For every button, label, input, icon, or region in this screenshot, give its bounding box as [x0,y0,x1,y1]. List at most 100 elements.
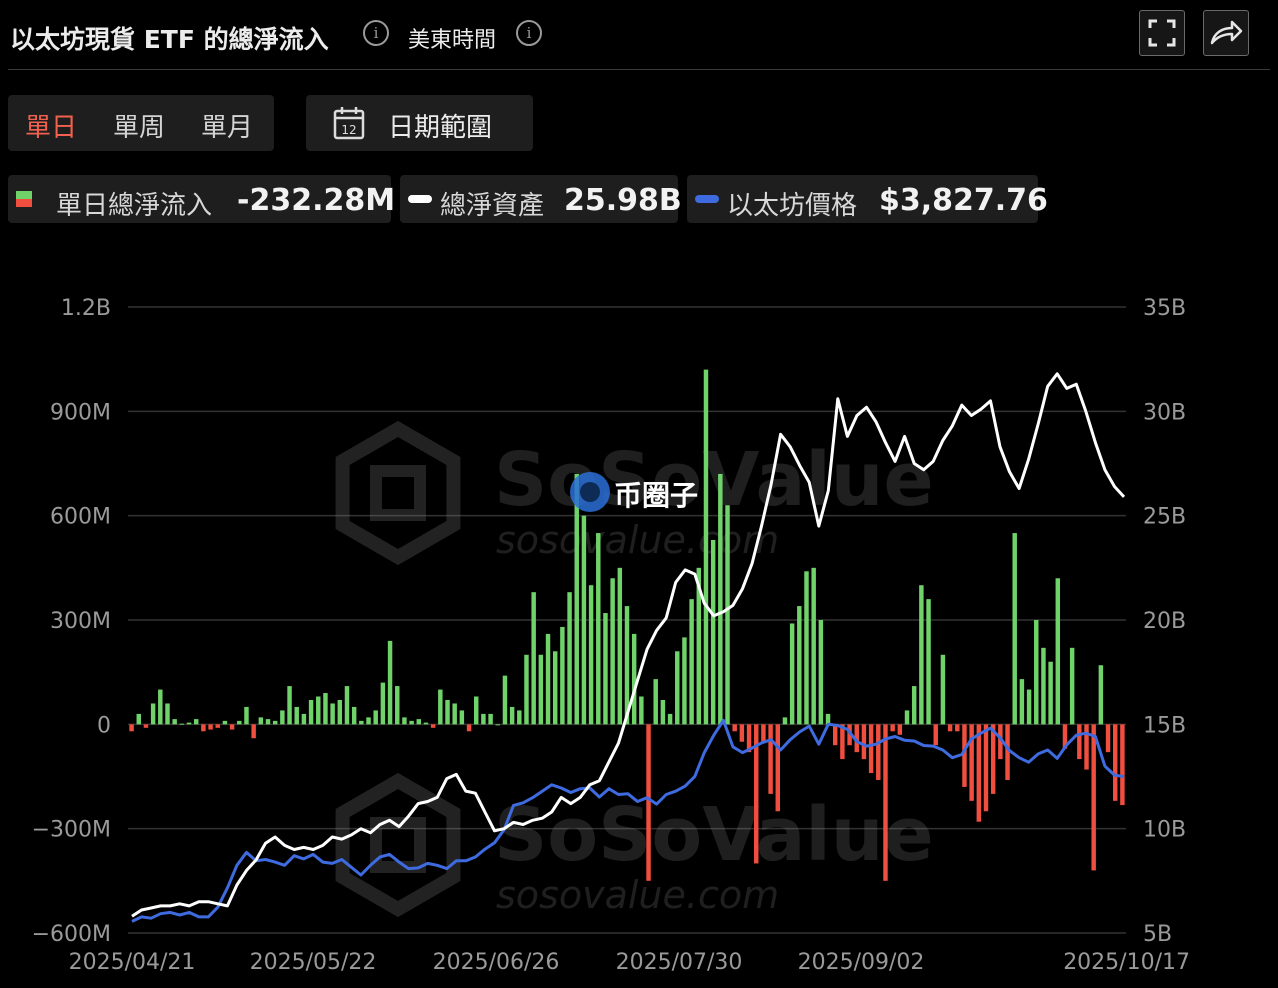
bar-swatch-icon [16,191,32,207]
inflow-bar [832,724,838,746]
inflow-bar [761,724,766,742]
inflow-bar [696,567,702,725]
inflow-bar [660,699,666,725]
inflow-bar [409,720,414,725]
inflow-bar [272,720,278,725]
inflow-bar [868,724,874,774]
inflow-bar [359,720,364,725]
inflow-bar [710,540,716,725]
inflow-bar [804,571,809,725]
fullscreen-icon [1148,19,1176,47]
legend-eth-price[interactable]: 以太坊價格 $3,827.76 [687,175,1048,223]
inflow-bar [617,567,623,725]
inflow-bar [323,693,328,725]
inflow-bar [366,717,371,725]
inflow-bar [208,724,213,730]
y-tick-label-right: 25B [1143,505,1186,530]
inflow-bar [639,696,644,725]
inflow-bar [416,719,422,725]
inflow-bar [517,710,522,725]
info-icon[interactable]: i [363,20,389,46]
inflow-bar [789,623,795,725]
date-range-button[interactable]: 12 日期範圍 [306,95,533,151]
inflow-bar [351,706,357,725]
watermark-url: sosovalue.com [496,873,779,917]
period-option-monthly[interactable]: 單月 [201,113,254,143]
y-axis-right: 35B 30B 25B 20B 15B 10B 5B [1143,296,1186,947]
inflow-bar [552,651,558,725]
overlay-text: 币圈子 [614,479,698,512]
inflow-bar [316,696,321,725]
inflow-bar [344,686,350,725]
y-tick-label-left: −600M [32,922,111,947]
period-option-daily[interactable]: 單日 [25,113,78,143]
inflow-bar [1113,724,1118,801]
inflow-bar [962,724,967,787]
watermark-square-icon [370,817,426,873]
inflow-bar [1055,578,1061,725]
inflow-bar [474,696,479,725]
inflow-bar [186,722,192,725]
series-lines [131,372,1126,923]
y-tick-label-left: 300M [50,609,111,634]
inflow-bar [531,592,536,725]
inflow-bar [1084,724,1089,770]
inflow-bar [797,606,802,725]
period-option-weekly[interactable]: 單周 [113,113,166,143]
line-swatch-icon [695,195,719,203]
inflow-bar [193,719,199,725]
timezone-info-icon[interactable]: i [516,20,542,46]
inflow-bar [143,724,149,728]
inflow-bar [481,713,486,725]
inflow-bar [1069,647,1075,725]
y-tick-label-left: 900M [50,400,111,425]
inflow-bar [201,724,206,732]
inflow-bar [890,724,895,732]
inflow-bar [682,637,687,725]
inflow-bar [1048,661,1053,725]
inflow-bar [933,724,938,746]
watermark-brand: SoSoValue [494,792,934,878]
inflow-bar [265,719,271,725]
inflow-bar [251,724,256,739]
fullscreen-button[interactable] [1139,10,1185,56]
y-tick-label-right: 10B [1143,818,1186,843]
legend-net-inflow[interactable]: 單日總淨流入 -232.28M [8,175,395,223]
inflow-bar [1105,724,1111,753]
inflow-bar [373,710,378,725]
inflow-bar [775,724,780,812]
chart-title: 以太坊現貨 ETF 的總淨流入 [10,25,329,54]
inflow-bar [452,703,457,725]
x-tick-label: 2025/04/21 [69,950,196,975]
legend-net-assets[interactable]: 總淨資產 25.98B [400,175,682,223]
inflow-bar [165,703,170,725]
inflow-bar [545,633,551,725]
overlay-logo-core-icon [580,482,600,502]
inflow-bar [387,640,393,725]
timezone-label: 美東時間 [408,28,497,53]
inflow-bar [222,720,228,725]
inflow-bar [1120,724,1125,806]
inflow-bar [574,473,579,725]
y-tick-label-left: −300M [32,818,111,843]
inflow-bar [423,722,429,725]
y-axis-left: 1.2B 900M 600M 300M 0 −300M −600M [32,296,111,947]
period-toggle: 單日 單周 單月 [8,95,274,151]
inflow-bar [445,699,450,725]
line-swatch-icon [408,195,432,203]
inflow-bar [998,724,1003,760]
inflow-bar [488,713,493,725]
watermark-hexagon-icon [335,420,461,566]
inflow-bar [1005,724,1010,780]
inflow-bar [631,633,637,725]
inflow-bar [675,651,680,725]
inflow-bar [1091,724,1096,871]
inflow-bar [861,724,867,760]
inflow-bar [919,585,924,725]
inflow-bar [653,679,658,725]
inflow-bar [588,585,594,725]
inflow-bar [947,724,953,732]
share-button[interactable] [1203,10,1249,56]
legend-value: $3,827.76 [879,183,1048,218]
inflow-bar [179,723,185,725]
